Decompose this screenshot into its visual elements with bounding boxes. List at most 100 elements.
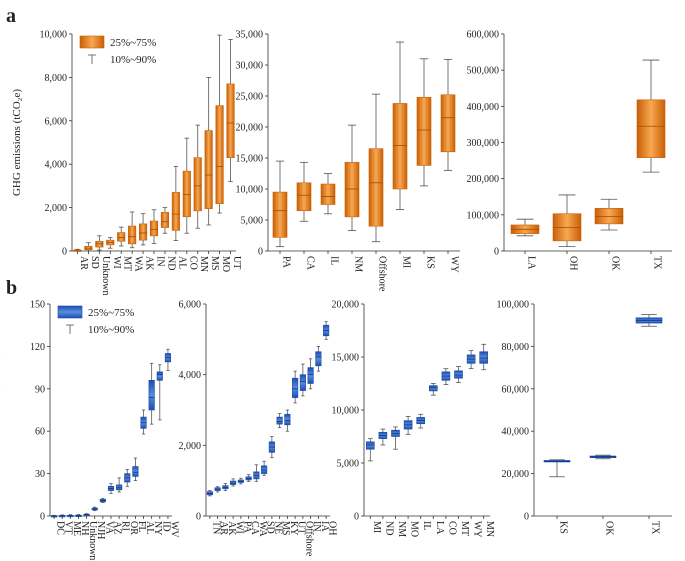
x-tick-label: WY (449, 256, 460, 273)
x-tick-label: AL (144, 521, 155, 534)
legend-box-swatch (57, 305, 83, 319)
x-tick-label: WV (168, 521, 179, 538)
y-tick-label: 90 (35, 384, 45, 395)
y-axis-title: GHG emissions (tCO₂e) (11, 89, 23, 196)
x-tick-label: WY (472, 521, 483, 538)
x-tick-label: WA (133, 256, 144, 272)
box-AL (171, 192, 180, 231)
x-tick-label: OK (610, 256, 621, 271)
panel-b-label: b (6, 277, 17, 299)
x-tick-label: WI (234, 521, 245, 534)
y-tick-label: 0 (258, 247, 263, 258)
x-tick-label: AL (176, 256, 187, 269)
box-MS (204, 130, 213, 209)
x-tick-label: PA (281, 256, 292, 269)
y-tick-label: 35,000 (236, 30, 264, 41)
box-MO (215, 105, 224, 204)
y-tick-label: 20,000 (332, 300, 360, 311)
box-NM (344, 162, 360, 218)
y-tick-label: 400,000 (467, 102, 500, 113)
x-tick-label: OH (327, 521, 338, 535)
x-tick-label: ND (383, 521, 394, 535)
x-tick-label: MN (484, 521, 495, 537)
x-tick-label: NY (152, 521, 163, 535)
y-tick-label: 2,000 (179, 441, 202, 452)
y-tick-label: 80,000 (502, 342, 530, 353)
x-tick-label: IL (421, 521, 432, 530)
x-tick-label: LA (526, 256, 537, 270)
panel-a-label: a (6, 5, 16, 27)
x-tick-label: DC (55, 521, 66, 535)
x-tick-label: IN (311, 521, 322, 532)
x-tick-label: WA (257, 521, 268, 537)
y-tick-label: 600,000 (467, 30, 500, 41)
x-tick-label: SD (89, 256, 100, 269)
x-tick-label: ID (160, 521, 171, 532)
box-IA (315, 351, 322, 367)
y-tick-label: 2,000 (45, 203, 68, 214)
legend-box-label: 25%~75% (88, 307, 134, 319)
x-tick-label: Offshore (303, 521, 314, 557)
box-MI (365, 441, 375, 450)
x-tick-label: CO (187, 256, 198, 270)
box-IN (307, 367, 314, 384)
y-tick-label: 15,000 (332, 353, 360, 364)
x-tick-label: NH (79, 521, 90, 535)
x-tick-label: KS (558, 521, 569, 534)
box-WY (440, 94, 456, 153)
y-tick-label: 6,000 (45, 116, 68, 127)
box-OK (594, 208, 624, 225)
x-tick-label: OH (568, 256, 579, 270)
y-tick-label: 40,000 (502, 427, 530, 438)
x-tick-label: MN (198, 256, 209, 272)
x-tick-label: MO (409, 521, 420, 537)
y-tick-label: 15,000 (236, 154, 264, 165)
x-tick-label: IN (155, 256, 166, 267)
box-ID (156, 371, 163, 381)
box-KS (416, 96, 432, 166)
y-tick-label: 4,000 (179, 370, 202, 381)
y-tick-label: 10,000 (236, 185, 264, 196)
x-tick-label: TN (210, 521, 221, 534)
x-tick-label: UT (296, 521, 307, 534)
x-tick-label: NM (353, 256, 364, 272)
box-TX (636, 99, 666, 158)
x-tick-label: PA (241, 521, 252, 534)
y-tick-label: 60,000 (502, 384, 530, 395)
y-tick-label: 100,000 (467, 210, 500, 221)
y-axis-title: GHG emissions (tCO₂e) (0, 356, 1, 463)
x-tick-label: CA (305, 256, 316, 271)
y-tick-label: 25,000 (236, 92, 264, 103)
box-Offshore (299, 374, 306, 391)
y-tick-label: 0 (40, 512, 45, 523)
legend-box-label: 25%~75% (110, 37, 156, 49)
x-tick-label: AZ (112, 521, 123, 534)
y-tick-label: 0 (62, 247, 67, 258)
box-LA (428, 385, 438, 392)
x-tick-label: AK (226, 521, 237, 536)
box-MS (276, 416, 283, 425)
y-tick-label: 10,000 (332, 406, 360, 417)
chart-a3: 0 100,000 200,000 300,000 400,000 500,000 600,… (467, 30, 672, 271)
x-tick-label: KY (288, 521, 299, 535)
x-tick-label: AR (78, 256, 89, 270)
box-IL (320, 183, 336, 205)
x-tick-label: Unknown (87, 521, 98, 560)
box-MT (454, 370, 463, 379)
x-tick-label: VT (63, 521, 74, 534)
x-tick-label: LA (434, 521, 445, 535)
chart-b1: 0 30 60 90 120 150 DCVTMENHUnknownNJHVAAZRIORF… (0, 300, 179, 561)
y-tick-label: 500,000 (467, 66, 500, 77)
y-tick-label: 20,000 (236, 123, 264, 134)
x-tick-label: RI (120, 521, 131, 531)
x-tick-label: Offshore (377, 256, 388, 292)
y-tick-label: 0 (524, 512, 529, 523)
box-UT (226, 83, 235, 158)
box-KY (284, 413, 291, 426)
x-tick-label: MT (459, 521, 470, 536)
chart-a1: 0 2,000 4,000 6,000 8,000 10,000 AR SD Unknown WI… (11, 30, 242, 296)
box-AK (139, 223, 148, 241)
y-tick-label: 30 (35, 469, 45, 480)
box-PA (272, 191, 288, 238)
